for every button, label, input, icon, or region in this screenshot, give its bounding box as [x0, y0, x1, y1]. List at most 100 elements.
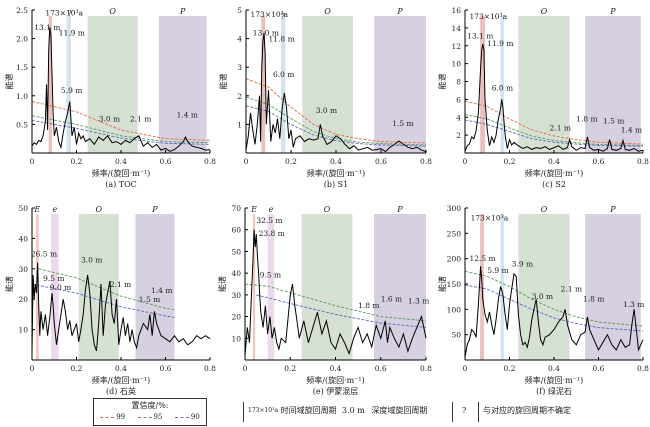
frequency-band	[50, 214, 59, 360]
y-axis-label: 能谱	[217, 276, 227, 292]
peak-annotation: 13.1 m	[467, 32, 493, 41]
band-label: O	[109, 7, 116, 16]
spectrum-line	[244, 229, 427, 356]
peak-annotation: 173×10³a	[471, 214, 509, 223]
confidence-curve-95	[464, 270, 644, 327]
panel-title: (f) 绿泥石	[536, 387, 572, 396]
panel-title: (e) 伊蒙混层	[313, 386, 359, 396]
y-tick-label: 0.5	[16, 120, 28, 129]
y-tick-label: 100	[447, 305, 462, 314]
y-tick-label: 10	[231, 334, 241, 343]
spectrum-line	[31, 27, 211, 152]
peak-annotation: 23.8 m	[259, 229, 285, 238]
confidence-curve-90	[31, 283, 175, 318]
y-tick-label: 1	[237, 120, 242, 129]
band-label: O	[95, 205, 102, 214]
y-tick-label: 2.0	[16, 35, 28, 44]
y-tick-label: 40	[231, 269, 241, 278]
band-label: P	[151, 205, 158, 214]
spectrum-line	[245, 32, 427, 153]
frequency-band	[585, 16, 641, 153]
x-tick-label: 0	[463, 364, 468, 373]
confidence-curve-95	[31, 115, 211, 144]
note-text-time: 时间域旋回周期	[280, 406, 337, 415]
legend-label-99: 99	[116, 413, 126, 421]
confidence-curve-90	[464, 119, 644, 147]
frequency-band	[267, 214, 275, 360]
frequency-band	[252, 214, 256, 360]
x-tick-label: 0.4	[115, 157, 127, 166]
y-tick-label: 8	[456, 78, 461, 87]
band-label: e	[269, 205, 274, 214]
x-tick-label: 0.2	[285, 157, 297, 166]
y-tick-label: 2.5	[16, 6, 28, 15]
legend-swatch-95	[137, 416, 152, 418]
peak-annotation: 1.4 m	[177, 111, 198, 120]
x-tick-label: 0.2	[71, 364, 83, 373]
peak-annotation: 173×10³a	[45, 9, 83, 18]
frequency-band	[36, 214, 39, 360]
x-tick-label: 0.6	[375, 157, 387, 166]
y-tick-label: 16	[451, 6, 461, 15]
panel-title: (b) S1	[324, 180, 348, 189]
y-tick-label: 30	[18, 265, 28, 274]
y-tick-label: 2	[456, 131, 461, 140]
x-tick-label: 0.8	[420, 364, 432, 373]
x-tick-label: 0.8	[637, 364, 649, 373]
y-tick-label: 150	[447, 280, 462, 289]
frequency-band	[585, 214, 641, 360]
x-tick-label: 0.6	[160, 157, 172, 166]
x-tick-label: 0	[30, 364, 35, 373]
note-text-depth: 深度域旋回周期	[371, 406, 428, 415]
y-tick-label: 200	[447, 255, 462, 264]
legend-item-90: 90	[174, 412, 200, 422]
peak-annotation: 32.5 m	[256, 216, 282, 225]
confidence-curve-95	[244, 283, 427, 322]
x-tick-label: 0.8	[637, 157, 649, 166]
y-tick-label: 14	[451, 24, 461, 33]
frequency-band	[302, 16, 353, 153]
y-tick-label: 70	[231, 204, 241, 213]
confidence-curve-90	[31, 119, 211, 145]
legend-label-90: 90	[190, 413, 200, 421]
peak-annotation: 2.1 m	[550, 124, 571, 133]
x-axis-label: 频率/(旋回·m⁻¹)	[306, 375, 365, 385]
peak-annotation: 5.9 m	[61, 86, 82, 95]
frequency-band	[373, 214, 426, 360]
confidence-curve-99	[464, 100, 644, 145]
peak-annotation: 11.8 m	[269, 34, 295, 43]
note-uncertain-text: 与对应的旋回周期不确定	[483, 402, 571, 420]
band-label: P	[396, 7, 403, 16]
confidence-curve-99	[245, 78, 427, 144]
band-label: O	[324, 205, 331, 214]
peak-annotation: 1.6 m	[381, 294, 402, 303]
note-text-uncertain: 与对应的旋回周期不确定	[483, 406, 571, 415]
band-label: O	[541, 205, 548, 214]
frequency-band	[48, 16, 53, 153]
peak-annotation: 13.0 m	[253, 29, 279, 38]
frequency-band	[480, 16, 486, 153]
frequency-band	[158, 16, 207, 153]
chart-panel-1: O P 0 0.2 0.4 0.6 0.8 0.5 1.0 1.5 2.0 2.5 频率/(旋回·m⁻¹…	[4, 6, 216, 189]
y-tick-label: 20	[231, 313, 241, 322]
peak-annotation: 173×10³a	[251, 10, 289, 19]
confidence-curve-99	[31, 101, 211, 141]
peak-annotation: 3.0 m	[316, 106, 337, 115]
y-tick-label: 40	[18, 234, 28, 243]
peak-annotation: 3.9 m	[512, 259, 533, 268]
x-tick-label: 0.2	[504, 364, 516, 373]
band-label: P	[179, 7, 186, 16]
peak-annotation: 1.5 m	[392, 119, 413, 128]
peak-annotation: 1.5 m	[139, 295, 160, 304]
peak-annotation: 3.0 m	[99, 115, 120, 124]
panel-title: (d) 石英	[106, 386, 136, 396]
x-tick-label: 0.8	[204, 364, 216, 373]
confidence-curve-90	[256, 294, 427, 328]
confidence-curve-95	[245, 96, 427, 146]
frequency-band	[87, 16, 138, 153]
y-tick-label: 2	[237, 92, 242, 101]
y-tick-label: 3	[237, 63, 242, 72]
